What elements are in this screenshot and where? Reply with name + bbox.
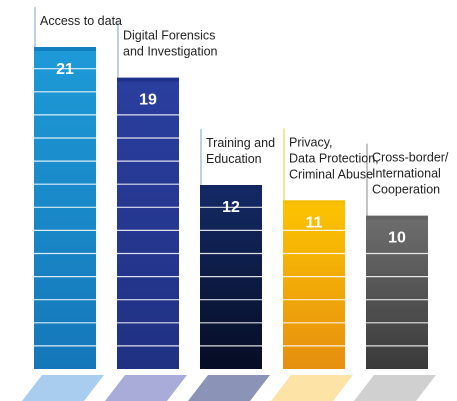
bar-shadow [105,375,187,401]
bar [117,77,179,370]
value-label: 11 [306,214,323,231]
bar-shadow [22,375,104,401]
category-label: Cross-border/International Cooperation [372,151,449,197]
bar-shadow [188,375,270,401]
bar-top-accent [200,185,262,189]
category-label: Digital Forensics and Investigation [123,29,218,59]
category-label: Training and Education [206,136,275,166]
bar-top-accent [283,200,345,205]
bar-shadow [271,375,353,401]
value-label: 19 [139,92,157,109]
bar-shadow [354,375,436,401]
bar [283,200,345,369]
bar-top-accent [366,215,428,220]
value-label: 10 [388,230,406,247]
bar [366,215,428,369]
category-label: Privacy, Data Protection, Criminal Abuse [289,135,379,181]
bar-shadows [22,375,436,401]
bars-group [34,7,428,370]
category-label: Access to data [40,14,122,28]
bar-top-accent [117,77,179,82]
labels-group: 21 Access to data 19 Digital Forensics and I… [40,14,449,247]
bar [34,47,96,369]
value-label: 12 [222,199,240,216]
bar-top-accent [34,47,96,51]
value-label: 21 [56,61,74,78]
